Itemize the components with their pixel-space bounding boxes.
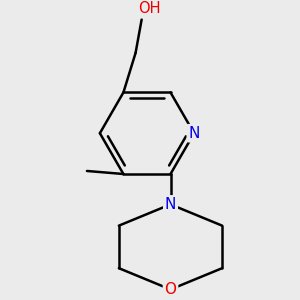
Text: O: O xyxy=(164,282,176,297)
Text: OH: OH xyxy=(138,2,160,16)
Text: N: N xyxy=(165,197,176,212)
Text: N: N xyxy=(188,126,200,141)
